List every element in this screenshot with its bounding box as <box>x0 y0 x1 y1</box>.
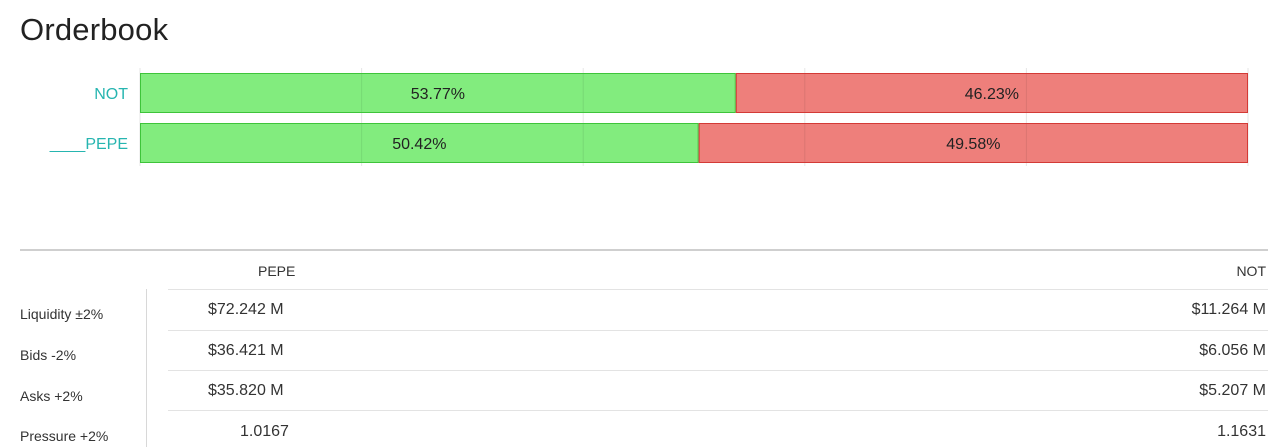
cell-asks-not: $5.207 M <box>1199 382 1266 399</box>
orderbook-chart: NOT 53.77% 46.23% ____PEPE 50.42% 49.58% <box>49 68 1249 166</box>
bid-bar <box>140 73 736 113</box>
row-label-liquidity: Liquidity ±2% <box>20 306 104 322</box>
cell-bids-not: $6.056 M <box>1199 342 1266 359</box>
cell-liquidity-not: $11.264 M <box>1191 301 1266 318</box>
row-label-asks: Asks +2% <box>20 388 83 404</box>
ask-bar <box>735 73 1248 113</box>
category-label: ____PEPE <box>49 136 128 153</box>
table-divider <box>168 330 1268 331</box>
bar-value-label: 53.77% <box>411 86 465 103</box>
bid-bar <box>140 123 699 163</box>
table-top-divider <box>20 249 1268 251</box>
table-divider <box>168 370 1268 371</box>
cell-asks-pepe: $35.820 M <box>208 382 284 399</box>
cell-liquidity-pepe: $72.242 M <box>208 301 284 318</box>
column-header-pepe: PEPE <box>258 263 296 279</box>
row-label-pressure: Pressure +2% <box>20 428 109 444</box>
table-divider <box>168 410 1268 411</box>
bar-value-label: 49.58% <box>946 136 1000 153</box>
cell-pressure-pepe: 1.0167 <box>240 423 289 440</box>
table-divider <box>168 289 1268 290</box>
column-header-not: NOT <box>1236 263 1266 279</box>
cell-pressure-not: 1.1631 <box>1217 423 1266 440</box>
row-label-bids: Bids -2% <box>20 347 77 363</box>
bar-value-label: 46.23% <box>965 86 1019 103</box>
cell-bids-pepe: $36.421 M <box>208 342 284 359</box>
page-title: Orderbook <box>20 12 169 47</box>
bar-value-label: 50.42% <box>392 136 446 153</box>
orderbook-table: PEPE NOT Liquidity ±2% $72.242 M $11.264… <box>20 249 1268 447</box>
ask-bar <box>698 123 1248 163</box>
table-row-label-divider <box>146 289 147 447</box>
category-label: NOT <box>94 86 128 103</box>
